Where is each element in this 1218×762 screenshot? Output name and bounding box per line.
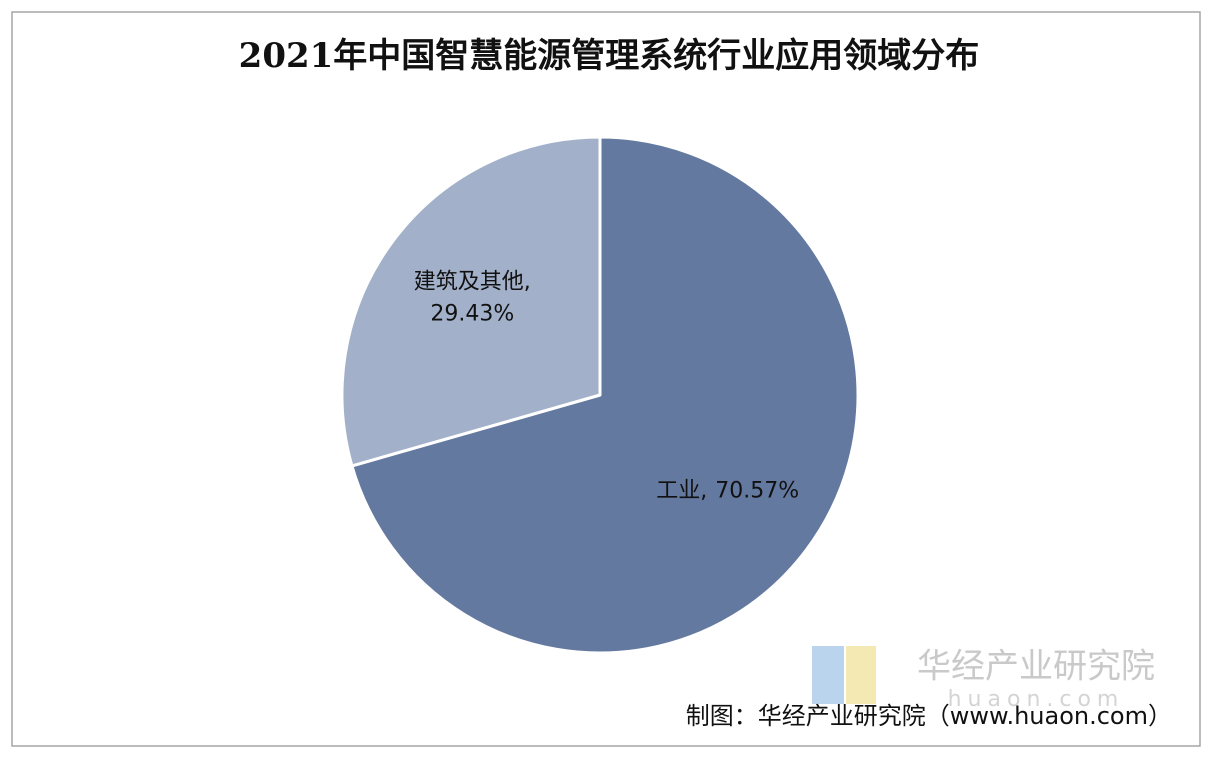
label-separator: ,: [524, 270, 531, 295]
category-label: 建筑及其他: [414, 270, 524, 295]
data-label: 工业, 70.57%: [656, 478, 799, 503]
data-label: 建筑及其他, 29.43%: [414, 270, 531, 327]
watermark-logo: [846, 646, 876, 704]
source-note: 制图：华经产业研究院（www.huaon.com）: [686, 702, 1172, 730]
watermark-domain: huaon.com: [948, 687, 1125, 712]
chart-title: 2021年中国智慧能源管理系统行业应用领域分布: [239, 36, 980, 76]
value-label: 29.43%: [430, 302, 514, 327]
label-separator: ,: [700, 478, 707, 503]
pie-slice: [350, 135, 860, 655]
value-label: 70.57%: [715, 478, 799, 503]
watermark-text: 华经产业研究院: [917, 647, 1155, 687]
category-label: 工业: [656, 478, 700, 503]
watermark-logo: [812, 646, 844, 704]
pie-slice: [340, 135, 602, 468]
pie-labels: 工业, 70.57% 建筑及其他, 29.43%: [414, 270, 799, 504]
pie: [340, 135, 860, 655]
